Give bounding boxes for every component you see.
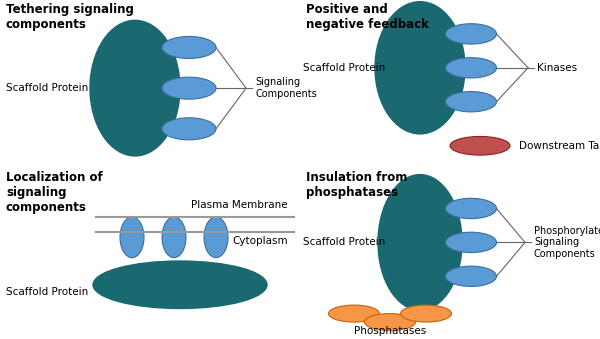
Ellipse shape [445, 92, 497, 112]
Ellipse shape [329, 305, 380, 322]
Ellipse shape [450, 136, 510, 155]
Text: Cytoplasm: Cytoplasm [232, 236, 288, 245]
Ellipse shape [378, 175, 462, 310]
Text: Localization of
signaling
components: Localization of signaling components [6, 171, 103, 214]
Text: Phosphorylated
Signaling
Components: Phosphorylated Signaling Components [534, 226, 600, 259]
Ellipse shape [162, 77, 216, 99]
Text: Positive and
negative feedback: Positive and negative feedback [306, 3, 429, 32]
Ellipse shape [204, 217, 228, 258]
Ellipse shape [365, 314, 415, 331]
Text: Scaffold Protein: Scaffold Protein [6, 83, 88, 93]
Ellipse shape [445, 198, 497, 219]
Ellipse shape [375, 2, 465, 134]
Text: Signaling
Components: Signaling Components [255, 77, 317, 99]
Text: Plasma Membrane: Plasma Membrane [191, 200, 288, 210]
Ellipse shape [90, 20, 180, 156]
Text: Scaffold Protein: Scaffold Protein [6, 286, 88, 297]
Text: Downstream Target: Downstream Target [519, 141, 600, 151]
Ellipse shape [445, 266, 497, 286]
Ellipse shape [445, 232, 497, 253]
Ellipse shape [445, 24, 497, 44]
Text: Phosphatases: Phosphatases [354, 326, 426, 336]
Ellipse shape [162, 118, 216, 140]
Ellipse shape [93, 261, 267, 308]
Ellipse shape [162, 37, 216, 59]
Ellipse shape [120, 217, 144, 258]
Text: Insulation from
phosphatases: Insulation from phosphatases [306, 171, 407, 199]
Ellipse shape [445, 58, 497, 78]
Ellipse shape [401, 305, 452, 322]
Text: Tethering signaling
components: Tethering signaling components [6, 3, 134, 32]
Text: Scaffold Protein: Scaffold Protein [303, 63, 385, 73]
Text: Scaffold Protein: Scaffold Protein [303, 237, 385, 247]
Ellipse shape [162, 217, 186, 258]
Text: Kinases: Kinases [537, 63, 577, 73]
